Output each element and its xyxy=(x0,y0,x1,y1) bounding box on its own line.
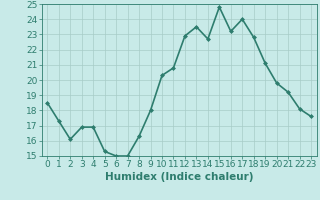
X-axis label: Humidex (Indice chaleur): Humidex (Indice chaleur) xyxy=(105,172,253,182)
